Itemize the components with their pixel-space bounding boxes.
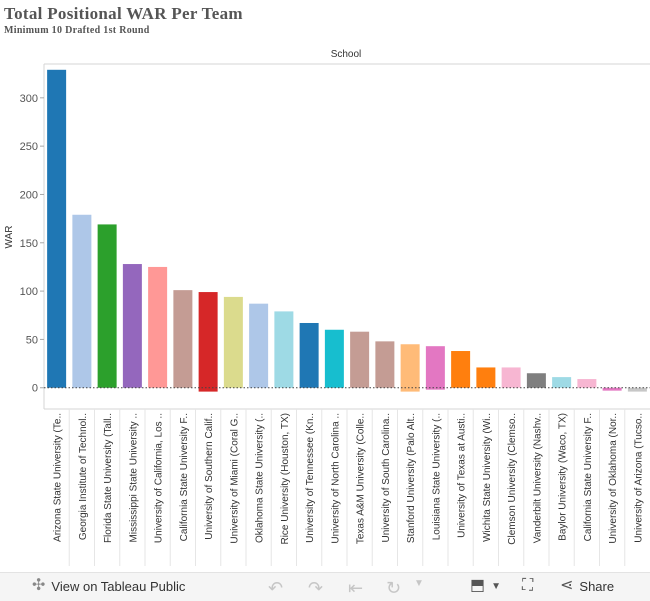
x-tick-label: University of Southern Calif.. [204, 413, 215, 540]
y-tick-label: 250 [20, 141, 38, 153]
refresh-button[interactable]: ↻ [386, 578, 401, 599]
bar[interactable] [400, 344, 420, 392]
pause-dropdown-button[interactable]: ▼ [414, 578, 424, 589]
x-tick-label: Mississippi State University .. [128, 413, 139, 542]
bar[interactable] [122, 264, 142, 388]
x-tick-label: Clemson University (Clemso.. [507, 413, 518, 545]
bar[interactable] [350, 331, 370, 388]
bar[interactable] [198, 292, 218, 392]
bar[interactable] [173, 290, 193, 388]
x-tick-label: University of Oklahoma (Nor.. [608, 413, 619, 544]
x-tick-label: Texas A&M University (Colle.. [356, 413, 367, 544]
y-tick-label: 150 [20, 238, 38, 250]
bar[interactable] [476, 367, 496, 388]
bar[interactable] [72, 214, 92, 388]
x-tick-label: Wichita State University (Wi.. [482, 413, 493, 542]
x-tick-label: University of Texas at Austi.. [457, 413, 468, 538]
bar[interactable] [627, 387, 647, 392]
bar[interactable] [501, 367, 521, 388]
x-tick-label: University of North Carolina .. [330, 413, 341, 544]
y-tick-label: 200 [20, 189, 38, 201]
bar[interactable] [148, 266, 168, 388]
tableau-toolbar: ✣ View on Tableau Public ↶ ↷ ⇤ ↻ ▼ ⬒ ▼ ⛶… [0, 572, 650, 601]
x-tick-label: University of South Carolina.. [381, 413, 392, 543]
view-on-tableau-label: View on Tableau Public [51, 578, 186, 594]
x-tick-label: University of California, Los .. [154, 413, 165, 543]
share-label: Share [579, 578, 615, 594]
y-axis: 0 50 100 150 200 250 300 [20, 93, 44, 395]
revert-icon: ⇤ [348, 578, 364, 598]
chart-subtitle: Minimum 10 Drafted 1st Round [4, 25, 150, 36]
column-header: School [331, 49, 362, 60]
bar[interactable] [375, 341, 395, 388]
bar[interactable] [602, 387, 622, 391]
tableau-logo-icon: ✣ [32, 577, 46, 594]
bar[interactable] [324, 329, 344, 388]
y-tick-label: 50 [26, 334, 38, 346]
x-tick-label: Florida State University (Tall.. [103, 413, 114, 543]
bar[interactable] [451, 351, 471, 388]
undo-icon: ↶ [268, 578, 284, 598]
share-button[interactable]: ⋖ Share [560, 578, 614, 594]
x-tick-label: University of Miami (Coral G.. [229, 413, 240, 544]
x-tick-label: Rice University (Houston, TX) [280, 413, 291, 545]
x-tick-label: Georgia Institute of Technol.. [78, 413, 89, 540]
bar[interactable] [425, 346, 445, 390]
bar[interactable] [299, 322, 319, 388]
x-axis: Arizona State University (Te.. Georgia In… [53, 409, 644, 566]
x-tick-label: Arizona State University (Te.. [53, 413, 64, 542]
x-tick-label: California State University F.. [583, 413, 594, 541]
bar[interactable] [97, 224, 117, 388]
bar-chart: School WAR 0 50 100 150 200 250 300 Arizona St… [4, 49, 650, 566]
fullscreen-button[interactable]: ⛶ [522, 578, 533, 594]
download-icon: ⬒ [470, 577, 486, 594]
redo-icon: ↷ [308, 578, 324, 598]
bar[interactable] [577, 379, 597, 388]
bar[interactable] [249, 303, 269, 388]
x-tick-label: University of Arizona (Tucso.. [633, 413, 644, 543]
bars [44, 69, 650, 392]
chart-title: Total Positional WAR Per Team [4, 4, 243, 23]
undo-button[interactable]: ↶ [268, 578, 283, 599]
x-tick-label: University of Tennessee (Kn.. [305, 413, 316, 543]
chevron-down-icon: ▼ [414, 578, 424, 589]
fullscreen-icon: ⛶ [522, 577, 534, 594]
bar[interactable] [552, 377, 572, 388]
x-tick-label: Vanderbilt University (Nashv.. [532, 413, 543, 543]
revert-button[interactable]: ⇤ [348, 578, 363, 599]
y-axis-label: WAR [4, 226, 15, 249]
x-tick-label: Stanford University (Palo Alt.. [406, 413, 417, 543]
refresh-icon: ↻ [386, 578, 402, 598]
x-tick-label: Louisiana State University (.. [431, 413, 442, 540]
x-tick-label: Oklahoma State University (.. [255, 413, 266, 543]
x-tick-label: California State University F.. [179, 413, 190, 541]
y-tick-label: 100 [20, 286, 38, 298]
y-tick-label: 300 [20, 93, 38, 105]
bar[interactable] [526, 373, 546, 388]
bar[interactable] [223, 296, 243, 388]
x-tick-label: Baylor University (Waco, TX) [558, 413, 569, 541]
download-button[interactable]: ⬒ ▼ [470, 578, 501, 594]
redo-button[interactable]: ↷ [308, 578, 323, 599]
download-chevron-icon: ▼ [491, 580, 502, 592]
y-tick-label: 0 [32, 383, 38, 395]
bar[interactable] [47, 69, 67, 388]
bar[interactable] [274, 311, 294, 388]
share-icon: ⋖ [560, 577, 574, 594]
view-on-tableau-button[interactable]: ✣ View on Tableau Public [32, 578, 185, 594]
